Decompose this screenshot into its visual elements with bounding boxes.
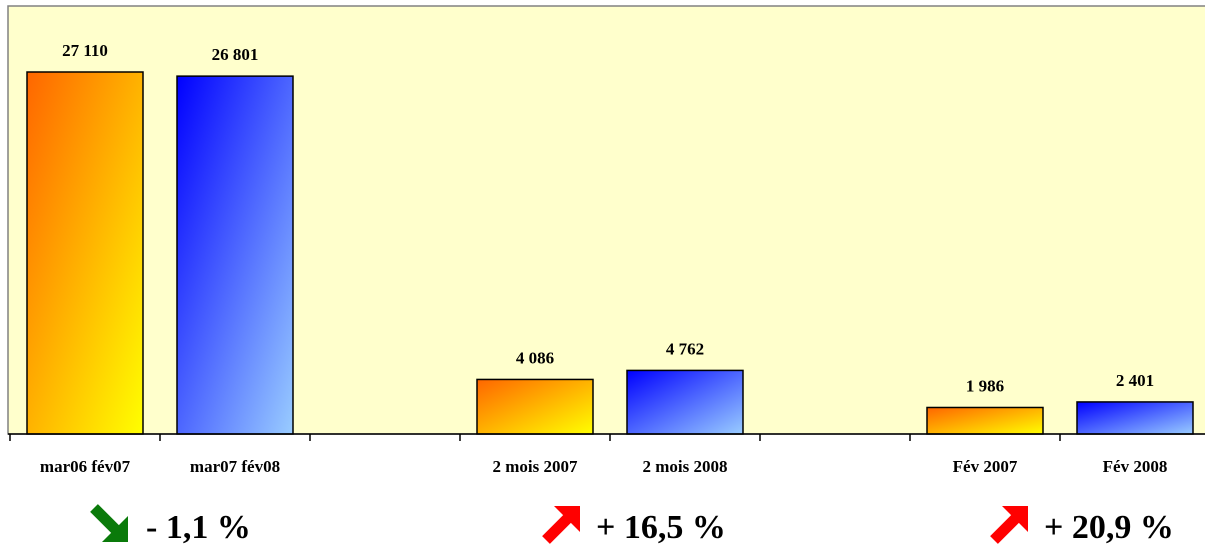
arrow-up-right-icon-1 — [542, 506, 580, 544]
category-label-5: Fév 2008 — [1103, 457, 1168, 476]
arrow-down-right-icon-0 — [90, 504, 128, 542]
bar-value-label-3: 4 762 — [666, 339, 704, 358]
x-axis-ticks — [9, 434, 1061, 441]
category-label-4: Fév 2007 — [953, 457, 1018, 476]
bar-value-label-2: 4 086 — [516, 348, 554, 367]
bar-0 — [26, 71, 144, 435]
bar-5 — [1076, 401, 1194, 435]
bar-value-label-4: 1 986 — [966, 376, 1004, 395]
change-label-1: + 16,5 % — [596, 509, 726, 544]
bar-value-label-1: 26 801 — [212, 45, 259, 64]
category-label-2: 2 mois 2007 — [493, 457, 579, 476]
arrow-up-right-icon-2 — [990, 506, 1028, 544]
bars-layer: 27 110 26 801 4 086 4 762 1 986 2 401 — [26, 41, 1194, 435]
category-labels: mar06 fév07 mar07 fév08 2 mois 2007 2 mois … — [40, 457, 1167, 476]
bar-value-label-0: 27 110 — [62, 41, 108, 60]
bar-4 — [926, 406, 1044, 435]
change-label-2: + 20,9 % — [1044, 509, 1174, 544]
change-annotations: - 1,1 % + 16,5 % + 20,9 % — [90, 504, 1174, 544]
category-label-1: mar07 fév08 — [190, 457, 280, 476]
bar-1 — [176, 75, 294, 435]
bar-3 — [626, 369, 744, 435]
bar-value-label-5: 2 401 — [1116, 371, 1154, 390]
category-label-3: 2 mois 2008 — [643, 457, 728, 476]
bar-2 — [476, 378, 594, 435]
change-label-0: - 1,1 % — [146, 509, 251, 544]
category-label-0: mar06 fév07 — [40, 457, 131, 476]
